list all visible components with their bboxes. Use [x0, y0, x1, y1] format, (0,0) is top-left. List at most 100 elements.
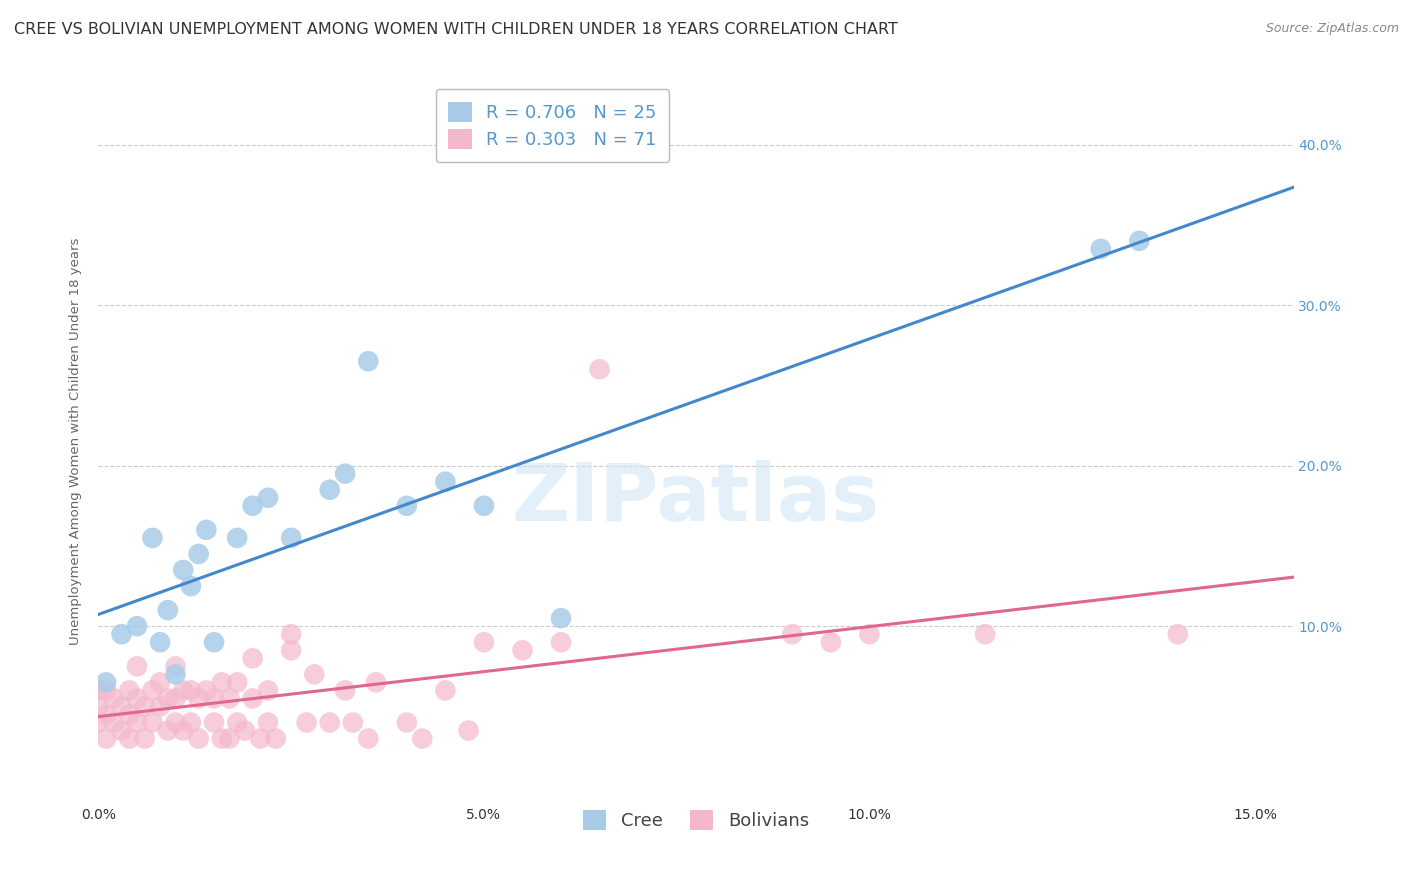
Text: Source: ZipAtlas.com: Source: ZipAtlas.com — [1265, 22, 1399, 36]
Point — [233, 723, 256, 738]
Legend: Cree, Bolivians: Cree, Bolivians — [576, 803, 815, 837]
Point — [165, 659, 187, 673]
Point — [110, 699, 132, 714]
Point — [103, 691, 125, 706]
Point — [110, 627, 132, 641]
Point — [125, 715, 148, 730]
Point — [457, 723, 479, 738]
Point — [319, 715, 342, 730]
Point — [395, 715, 418, 730]
Point — [434, 475, 457, 489]
Point — [165, 715, 187, 730]
Point — [94, 731, 117, 746]
Point — [202, 691, 225, 706]
Point — [257, 491, 280, 505]
Point — [472, 499, 495, 513]
Point — [550, 611, 572, 625]
Point — [141, 715, 163, 730]
Point — [180, 683, 202, 698]
Text: CREE VS BOLIVIAN UNEMPLOYMENT AMONG WOMEN WITH CHILDREN UNDER 18 YEARS CORRELATI: CREE VS BOLIVIAN UNEMPLOYMENT AMONG WOME… — [14, 22, 898, 37]
Point — [141, 531, 163, 545]
Point — [280, 643, 302, 657]
Point — [364, 675, 387, 690]
Point — [172, 683, 194, 698]
Point — [134, 699, 156, 714]
Point — [94, 683, 117, 698]
Point — [1090, 242, 1112, 256]
Point — [141, 683, 163, 698]
Point — [211, 731, 233, 746]
Point — [180, 579, 202, 593]
Point — [187, 731, 209, 746]
Point — [304, 667, 326, 681]
Point — [295, 715, 318, 730]
Point — [974, 627, 997, 641]
Point — [588, 362, 610, 376]
Point — [211, 675, 233, 690]
Point — [125, 659, 148, 673]
Point — [156, 691, 179, 706]
Point — [342, 715, 364, 730]
Point — [218, 691, 240, 706]
Point — [103, 715, 125, 730]
Point — [550, 635, 572, 649]
Point — [1167, 627, 1189, 641]
Point — [110, 723, 132, 738]
Point — [319, 483, 342, 497]
Point — [357, 731, 380, 746]
Point — [264, 731, 287, 746]
Point — [172, 563, 194, 577]
Point — [118, 731, 141, 746]
Point — [165, 691, 187, 706]
Point — [94, 707, 117, 722]
Point — [125, 691, 148, 706]
Point — [280, 531, 302, 545]
Point — [395, 499, 418, 513]
Point — [202, 635, 225, 649]
Point — [172, 723, 194, 738]
Text: ZIPatlas: ZIPatlas — [512, 460, 880, 539]
Point — [125, 619, 148, 633]
Point — [195, 523, 218, 537]
Point — [118, 683, 141, 698]
Point — [242, 691, 264, 706]
Point — [187, 547, 209, 561]
Point — [195, 683, 218, 698]
Point — [87, 683, 110, 698]
Point — [226, 531, 249, 545]
Point — [512, 643, 534, 657]
Point — [411, 731, 433, 746]
Point — [1128, 234, 1150, 248]
Point — [226, 715, 249, 730]
Point — [202, 715, 225, 730]
Point — [149, 635, 172, 649]
Point — [94, 675, 117, 690]
Point — [782, 627, 804, 641]
Point — [118, 707, 141, 722]
Point — [242, 499, 264, 513]
Point — [218, 731, 240, 746]
Point — [149, 699, 172, 714]
Point — [257, 715, 280, 730]
Y-axis label: Unemployment Among Women with Children Under 18 years: Unemployment Among Women with Children U… — [69, 238, 83, 645]
Point — [180, 715, 202, 730]
Point — [156, 723, 179, 738]
Point — [226, 675, 249, 690]
Point — [134, 731, 156, 746]
Point — [249, 731, 271, 746]
Point — [357, 354, 380, 368]
Point — [820, 635, 842, 649]
Point — [242, 651, 264, 665]
Point — [434, 683, 457, 698]
Point — [165, 667, 187, 681]
Point — [87, 699, 110, 714]
Point — [333, 683, 356, 698]
Point — [87, 715, 110, 730]
Point — [472, 635, 495, 649]
Point — [187, 691, 209, 706]
Point — [280, 627, 302, 641]
Point — [858, 627, 880, 641]
Point — [257, 683, 280, 698]
Point — [149, 675, 172, 690]
Point — [156, 603, 179, 617]
